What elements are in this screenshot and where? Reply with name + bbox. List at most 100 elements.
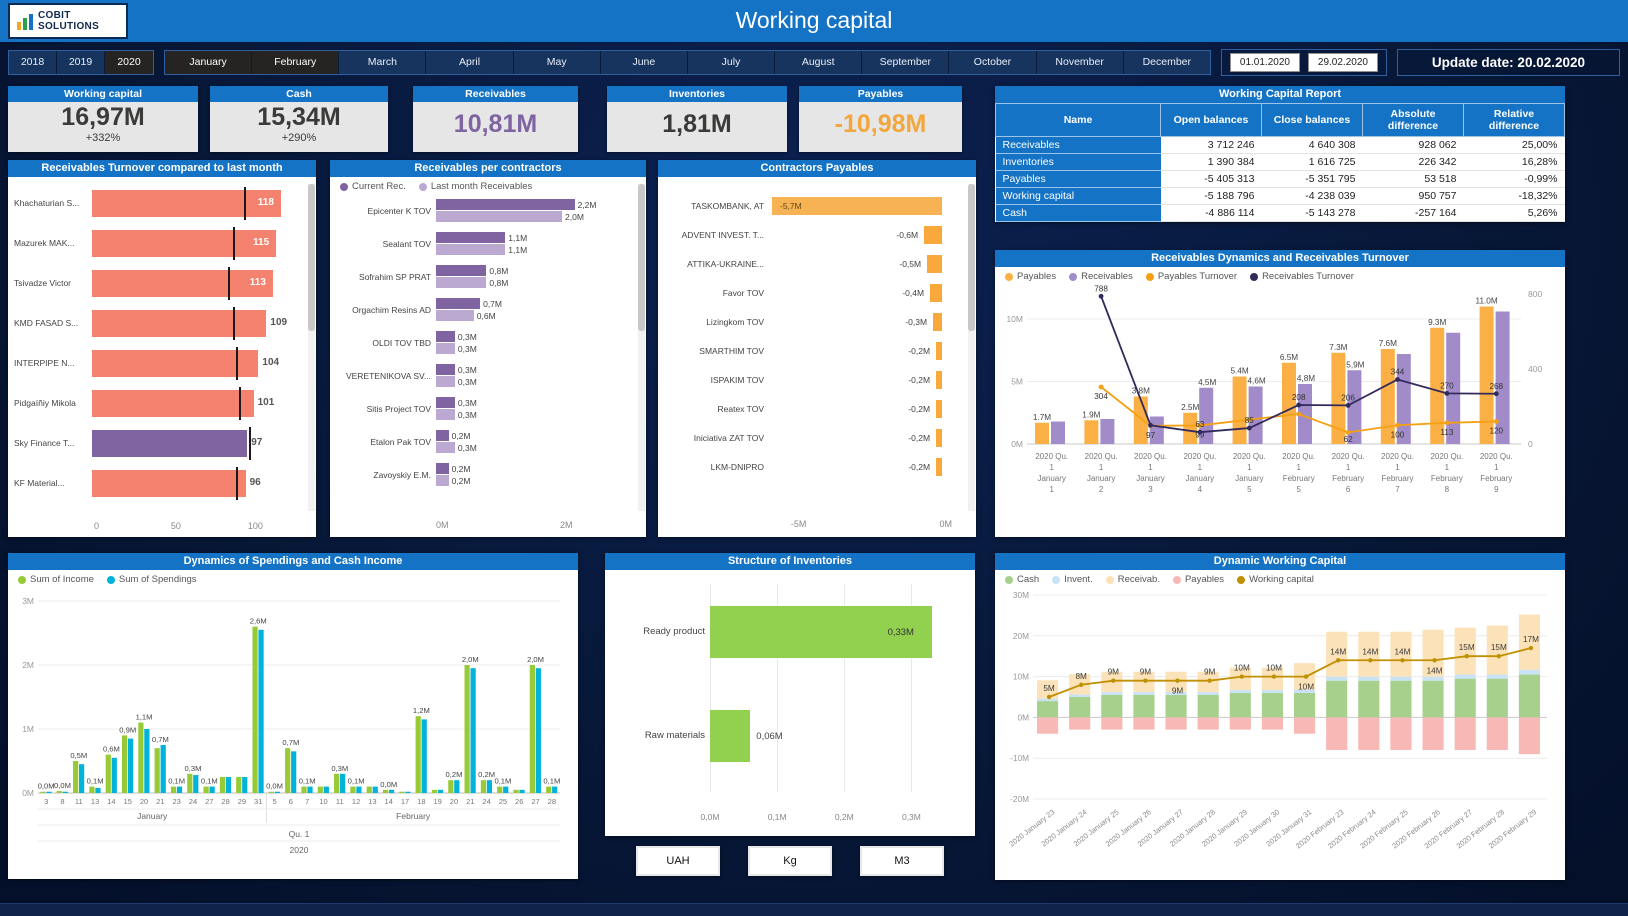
- payables-bar[interactable]: [1430, 327, 1445, 444]
- spendings-bar[interactable]: [193, 775, 199, 793]
- spendings-bar[interactable]: [372, 786, 378, 793]
- income-bar[interactable]: [203, 786, 209, 793]
- income-bar[interactable]: [317, 786, 323, 793]
- spendings-bar[interactable]: [356, 786, 362, 793]
- scrollbar-thumb[interactable]: [968, 184, 975, 332]
- income-bar[interactable]: [40, 791, 46, 793]
- spendings-bar[interactable]: [291, 751, 297, 793]
- payables-bar[interactable]: [1133, 717, 1155, 730]
- lastmonth-bar[interactable]: [436, 310, 474, 321]
- month-button-april[interactable]: April: [426, 50, 514, 74]
- month-button-august[interactable]: August: [775, 50, 863, 74]
- receivables-bar[interactable]: [1390, 631, 1412, 677]
- spendings-bar[interactable]: [144, 729, 150, 793]
- current-bar[interactable]: [436, 331, 455, 342]
- income-bar[interactable]: [382, 789, 389, 793]
- spendings-bar[interactable]: [388, 789, 395, 793]
- payables-bar[interactable]: [1232, 376, 1247, 445]
- turnover-bar[interactable]: [92, 269, 273, 297]
- turnover-bar[interactable]: [92, 469, 246, 497]
- cash-bar[interactable]: [1294, 692, 1316, 718]
- spendings-bar[interactable]: [209, 786, 215, 793]
- receivables-bar[interactable]: [1454, 627, 1476, 675]
- unit-button-m3[interactable]: M3: [860, 846, 944, 876]
- income-bar[interactable]: [334, 773, 340, 793]
- spendings-bar[interactable]: [127, 738, 134, 793]
- spendings-bar[interactable]: [46, 791, 52, 793]
- income-bar[interactable]: [464, 665, 470, 793]
- lastmonth-bar[interactable]: [436, 211, 562, 222]
- cash-bar[interactable]: [1390, 680, 1412, 718]
- inventories-bar[interactable]: [1069, 694, 1091, 697]
- income-bar[interactable]: [497, 786, 503, 793]
- income-bar[interactable]: [121, 735, 128, 793]
- scrollbar-thumb[interactable]: [638, 184, 645, 332]
- month-button-september[interactable]: September: [862, 50, 950, 74]
- inventories-bar[interactable]: [1261, 690, 1283, 693]
- month-button-july[interactable]: July: [687, 50, 776, 74]
- receivables-bar[interactable]: [1037, 680, 1059, 699]
- current-bar[interactable]: [436, 430, 449, 441]
- current-bar[interactable]: [436, 298, 481, 309]
- spendings-bar[interactable]: [470, 668, 476, 793]
- current-bar[interactable]: [436, 397, 455, 408]
- inventories-bar[interactable]: [1486, 674, 1508, 679]
- receivables-bar[interactable]: [1518, 614, 1540, 670]
- payables-bar[interactable]: [1294, 717, 1316, 734]
- payable-bar[interactable]: [936, 399, 942, 418]
- cash-bar[interactable]: [1037, 701, 1059, 718]
- payables-bar[interactable]: [1380, 349, 1395, 444]
- payables-bar[interactable]: [1165, 717, 1187, 730]
- payable-bar[interactable]: [936, 457, 942, 476]
- inventories-bar[interactable]: [1197, 692, 1219, 695]
- spendings-bar[interactable]: [274, 791, 280, 793]
- payables-bar[interactable]: [1069, 717, 1091, 730]
- income-bar[interactable]: [236, 777, 242, 793]
- year-button-2019[interactable]: 2019: [57, 50, 105, 74]
- cash-bar[interactable]: [1518, 674, 1540, 718]
- turnover-bar[interactable]: [92, 389, 254, 417]
- year-button-2018[interactable]: 2018: [9, 50, 57, 74]
- receivables-bar[interactable]: [1495, 311, 1510, 445]
- payables-bar[interactable]: [1229, 717, 1251, 730]
- income-bar[interactable]: [350, 786, 356, 793]
- receivables-bar[interactable]: [1396, 354, 1411, 444]
- payable-bar[interactable]: [772, 196, 942, 215]
- income-bar[interactable]: [529, 665, 535, 793]
- cash-bar[interactable]: [1326, 680, 1348, 718]
- month-button-february[interactable]: February: [252, 50, 340, 74]
- income-bar[interactable]: [546, 786, 552, 793]
- current-bar[interactable]: [436, 232, 506, 243]
- spendings-bar[interactable]: [242, 777, 248, 793]
- spendings-bar[interactable]: [79, 764, 85, 793]
- cash-bar[interactable]: [1261, 692, 1283, 718]
- payable-bar[interactable]: [936, 370, 942, 389]
- month-button-june[interactable]: June: [600, 50, 688, 74]
- income-bar[interactable]: [268, 791, 274, 793]
- payables-bar[interactable]: [1183, 412, 1198, 444]
- inventories-bar[interactable]: [1390, 676, 1412, 681]
- income-bar[interactable]: [56, 791, 62, 793]
- cash-bar[interactable]: [1133, 694, 1155, 718]
- cash-bar[interactable]: [1229, 692, 1251, 718]
- receivables-bar[interactable]: [1051, 421, 1065, 445]
- spendings-bar[interactable]: [258, 629, 264, 793]
- inventories-bar[interactable]: [1101, 692, 1123, 695]
- receivables-bar[interactable]: [1261, 667, 1283, 691]
- payable-bar[interactable]: [924, 225, 942, 244]
- lastmonth-bar[interactable]: [436, 244, 506, 255]
- receivables-bar[interactable]: [1199, 387, 1214, 444]
- payable-bar[interactable]: [933, 312, 942, 331]
- payable-bar[interactable]: [936, 341, 942, 360]
- income-bar[interactable]: [448, 780, 454, 793]
- income-bar[interactable]: [431, 789, 438, 793]
- spendings-bar[interactable]: [405, 791, 411, 793]
- spendings-bar[interactable]: [421, 719, 427, 793]
- receivables-bar[interactable]: [1347, 370, 1362, 444]
- scrollbar[interactable]: [968, 184, 975, 511]
- cash-bar[interactable]: [1101, 694, 1123, 718]
- income-bar[interactable]: [138, 722, 144, 793]
- receivables-bar[interactable]: [1229, 667, 1251, 691]
- turnover-bar[interactable]: [92, 309, 267, 337]
- month-button-may[interactable]: May: [513, 50, 601, 74]
